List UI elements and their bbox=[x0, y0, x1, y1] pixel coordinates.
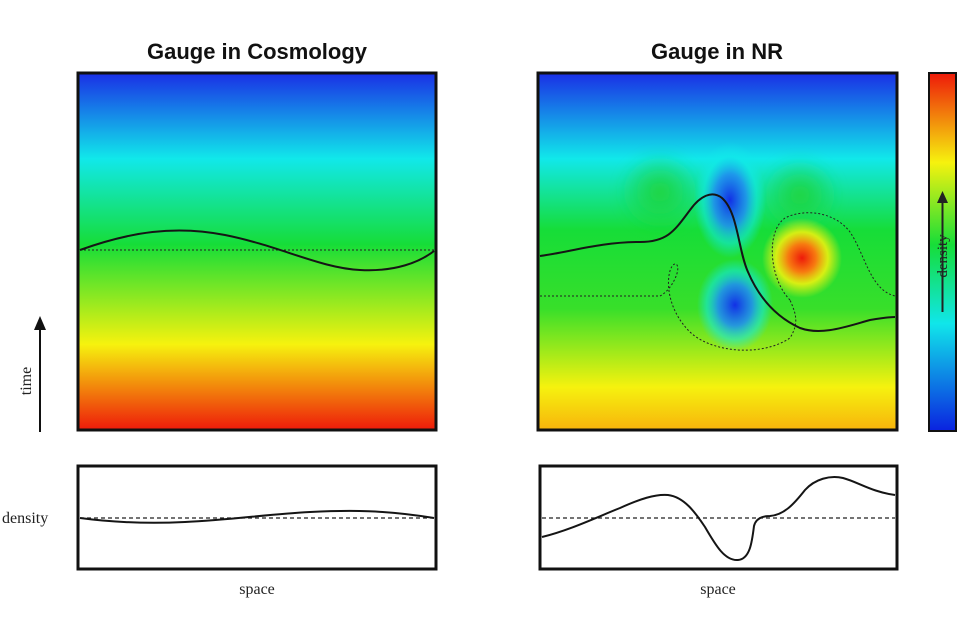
colorbar-label: density bbox=[935, 234, 951, 278]
time-arrow-head-icon bbox=[34, 316, 46, 330]
nr-frame bbox=[536, 71, 899, 432]
overdensity-blob bbox=[762, 218, 842, 298]
nr-contour-left bbox=[659, 263, 797, 351]
nr-heatmap bbox=[536, 71, 899, 432]
cosmology-gradient bbox=[78, 73, 436, 430]
nr-density-curve bbox=[541, 476, 896, 562]
density-colorbar: density bbox=[928, 72, 957, 432]
density-axis-label: density bbox=[2, 510, 48, 527]
space-label-right: space bbox=[700, 581, 736, 598]
underdensity-lower bbox=[697, 259, 773, 351]
nr-contour-right bbox=[771, 212, 896, 301]
green-lobe-left bbox=[618, 152, 702, 232]
nr-time-slice bbox=[539, 193, 896, 332]
cosmology-density-curve bbox=[79, 509, 435, 524]
cosmology-heatmap bbox=[76, 71, 438, 432]
time-axis-label: time bbox=[18, 367, 35, 395]
right-panel-title: Gauge in NR bbox=[651, 39, 783, 64]
cosmology-frame bbox=[76, 71, 438, 432]
colorbar-arrow-head-icon bbox=[937, 191, 948, 203]
cosmology-density-plot bbox=[76, 464, 438, 571]
underdensity-upper bbox=[694, 142, 766, 258]
cosmology-time-slice bbox=[79, 229, 435, 272]
left-panel-title: Gauge in Cosmology bbox=[147, 39, 368, 64]
time-axis: time bbox=[18, 316, 46, 432]
space-label-left: space bbox=[239, 581, 275, 598]
nr-density-plot bbox=[538, 464, 899, 571]
